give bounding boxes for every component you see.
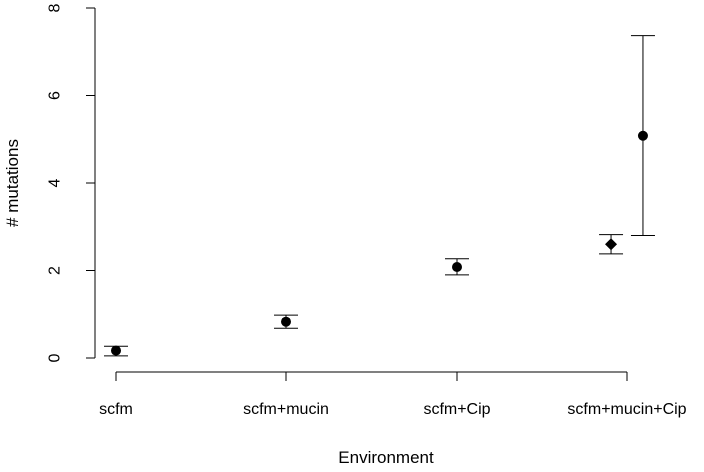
y-axis: 0 2 4 6 8: [47, 3, 96, 362]
x-tick-label: scfm+mucin: [243, 401, 329, 418]
y-tick-label: 4: [47, 178, 64, 187]
data-point: [452, 262, 462, 272]
error-bar-point: [445, 258, 469, 276]
x-tick-label: scfm+mucin+Cip: [567, 401, 686, 418]
x-tick-label: scfm+Cip: [423, 401, 490, 418]
x-tick-label: scfm: [99, 401, 133, 418]
error-bar-point: [274, 314, 298, 329]
error-bar-point: [630, 35, 655, 236]
x-axis-label: Environment: [338, 448, 434, 467]
data-point: [111, 345, 121, 356]
y-tick-label: 8: [47, 3, 64, 12]
y-axis-label: # mutations: [3, 139, 22, 227]
error-bar-point: [104, 345, 128, 357]
y-tick-label: 6: [47, 91, 64, 100]
data-marks: [104, 35, 655, 357]
y-tick-label: 0: [47, 353, 64, 362]
error-bar-point: [599, 234, 624, 255]
data-point: [637, 130, 648, 141]
x-axis: scfm scfm+mucin scfm+Cip scfm+mucin+Cip: [99, 371, 687, 418]
y-tick-label: 2: [47, 266, 64, 275]
data-point-diamond: [605, 238, 618, 251]
data-point: [281, 316, 291, 327]
